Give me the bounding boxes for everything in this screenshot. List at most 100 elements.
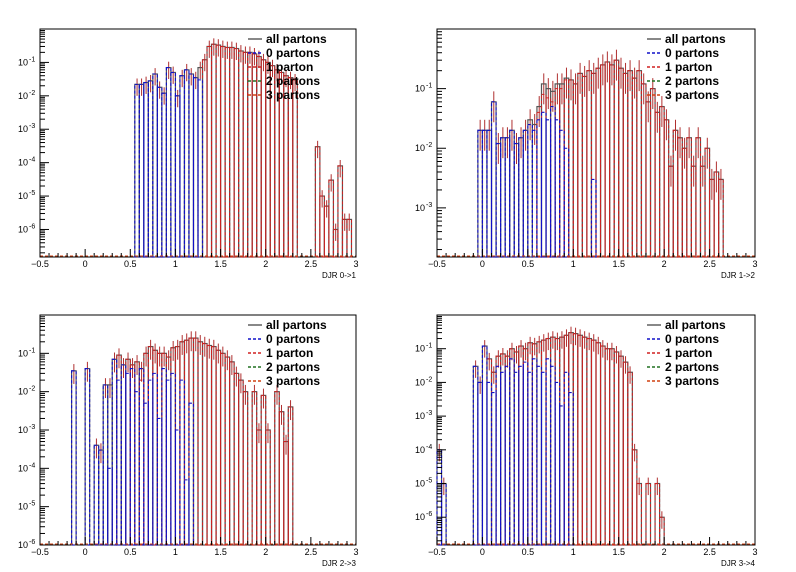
one-parton-bin — [577, 334, 583, 546]
zero-partons-bin — [152, 73, 158, 258]
all-partons-bin — [238, 379, 244, 546]
all-partons-bin — [599, 64, 606, 258]
legend-entry: 2 partons — [665, 360, 719, 374]
zero-partons-bin — [495, 365, 502, 546]
all-partons-bin — [156, 86, 163, 258]
all-partons-bin — [536, 105, 543, 258]
y-tick-label: 10 — [18, 224, 28, 234]
y-tick-exponent: -5 — [29, 190, 35, 197]
one-parton-bin — [518, 345, 524, 546]
zero-partons-bin — [188, 402, 195, 546]
x-tick-label: −0.5 — [428, 259, 446, 269]
all-partons-bin — [622, 361, 629, 546]
zero-partons-bin — [472, 365, 479, 546]
all-partons-bin — [545, 88, 552, 258]
y-tick-label: 10 — [18, 502, 28, 512]
x-tick-label: 0 — [480, 547, 485, 557]
all-partons-bin — [183, 69, 190, 258]
legend-entry: 1 parton — [266, 346, 313, 360]
legend-entry: 2 partons — [665, 74, 719, 88]
legend-entry: 3 partons — [266, 88, 320, 102]
all-partons-bin — [618, 355, 624, 546]
all-partons-bin — [219, 45, 226, 258]
x-tick-label: 2.5 — [703, 547, 716, 557]
legend-entry: 1 parton — [665, 60, 712, 74]
legend-entry: 1 parton — [665, 346, 712, 360]
one-parton-bin — [197, 341, 204, 546]
zero-partons-bin — [197, 79, 204, 258]
one-parton-bin — [531, 343, 538, 546]
y-tick-label: 10 — [415, 203, 425, 213]
one-parton-bin — [554, 338, 561, 546]
x-tick-label: 0.5 — [124, 547, 137, 557]
one-parton-bin — [627, 371, 633, 546]
y-tick-label: 10 — [18, 91, 28, 101]
all-partons-bin — [609, 348, 615, 546]
one-parton-bin — [554, 88, 561, 258]
x-tick-label: 1.5 — [214, 259, 227, 269]
y-tick-exponent: -3 — [29, 123, 35, 130]
x-tick-label: 3 — [752, 259, 757, 269]
zero-partons-bin — [545, 119, 552, 258]
all-partons-bin — [242, 391, 249, 546]
all-partons-bin — [595, 342, 602, 546]
one-parton-bin — [636, 70, 642, 258]
one-parton-bin — [224, 356, 231, 546]
one-parton-bin — [686, 137, 692, 258]
legend-entry: 0 partons — [266, 332, 320, 346]
legend-entry: all partons — [665, 318, 726, 332]
all-partons-bin — [654, 111, 661, 258]
zero-partons-bin — [518, 365, 524, 546]
one-parton-bin — [256, 429, 262, 546]
all-partons-bin — [183, 339, 190, 546]
x-tick-label: 2 — [662, 547, 667, 557]
zero-partons-bin — [134, 391, 140, 546]
zero-partons-bin — [84, 368, 91, 546]
y-tick-exponent: -4 — [426, 444, 432, 451]
zero-partons-bin — [147, 379, 154, 546]
one-parton-bin — [229, 46, 235, 258]
one-parton-bin — [586, 338, 592, 546]
all-partons-bin — [70, 370, 77, 546]
one-parton-bin — [504, 355, 511, 546]
one-parton-bin — [654, 111, 661, 258]
all-partons-bin — [292, 79, 298, 258]
all-partons-bin — [477, 381, 484, 546]
y-tick-label: 10 — [18, 348, 28, 358]
y-tick-exponent: -1 — [29, 347, 35, 354]
one-parton-bin — [709, 178, 715, 258]
one-parton-bin — [211, 43, 217, 258]
all-partons-bin — [500, 353, 506, 546]
all-partons-bin — [242, 51, 249, 258]
zero-partons-bin — [590, 178, 597, 258]
all-partons-bin — [170, 71, 177, 258]
x-axis-title: DJR 3->4 — [721, 559, 756, 568]
all-partons-bin — [586, 70, 593, 258]
one-parton-bin — [220, 352, 226, 546]
y-tick-label: 10 — [415, 411, 425, 421]
all-partons-bin — [568, 332, 574, 546]
one-parton-bin — [206, 345, 213, 546]
x-tick-label: −0.5 — [31, 547, 49, 557]
y-tick-exponent: -6 — [29, 539, 35, 546]
all-partons-bin — [604, 61, 611, 258]
y-tick-label: 10 — [415, 377, 425, 387]
zero-partons-bin — [143, 81, 149, 258]
y-tick-label: 10 — [18, 158, 28, 168]
all-partons-bin — [559, 336, 565, 546]
zero-partons-bin — [554, 119, 561, 258]
one-parton-bin — [283, 75, 289, 258]
zero-partons-bin — [156, 86, 163, 258]
one-parton-bin — [568, 79, 574, 258]
all-partons-bin — [229, 46, 235, 258]
all-partons-bin — [143, 352, 149, 546]
one-parton-bin — [613, 59, 620, 258]
x-tick-label: 0 — [480, 259, 485, 269]
one-parton-bin — [238, 50, 244, 258]
zero-partons-bin — [147, 80, 154, 258]
zero-partons-bin — [161, 92, 167, 258]
zero-partons-bin — [522, 361, 529, 546]
zero-partons-bin — [477, 381, 483, 546]
all-partons-bin — [138, 83, 145, 258]
